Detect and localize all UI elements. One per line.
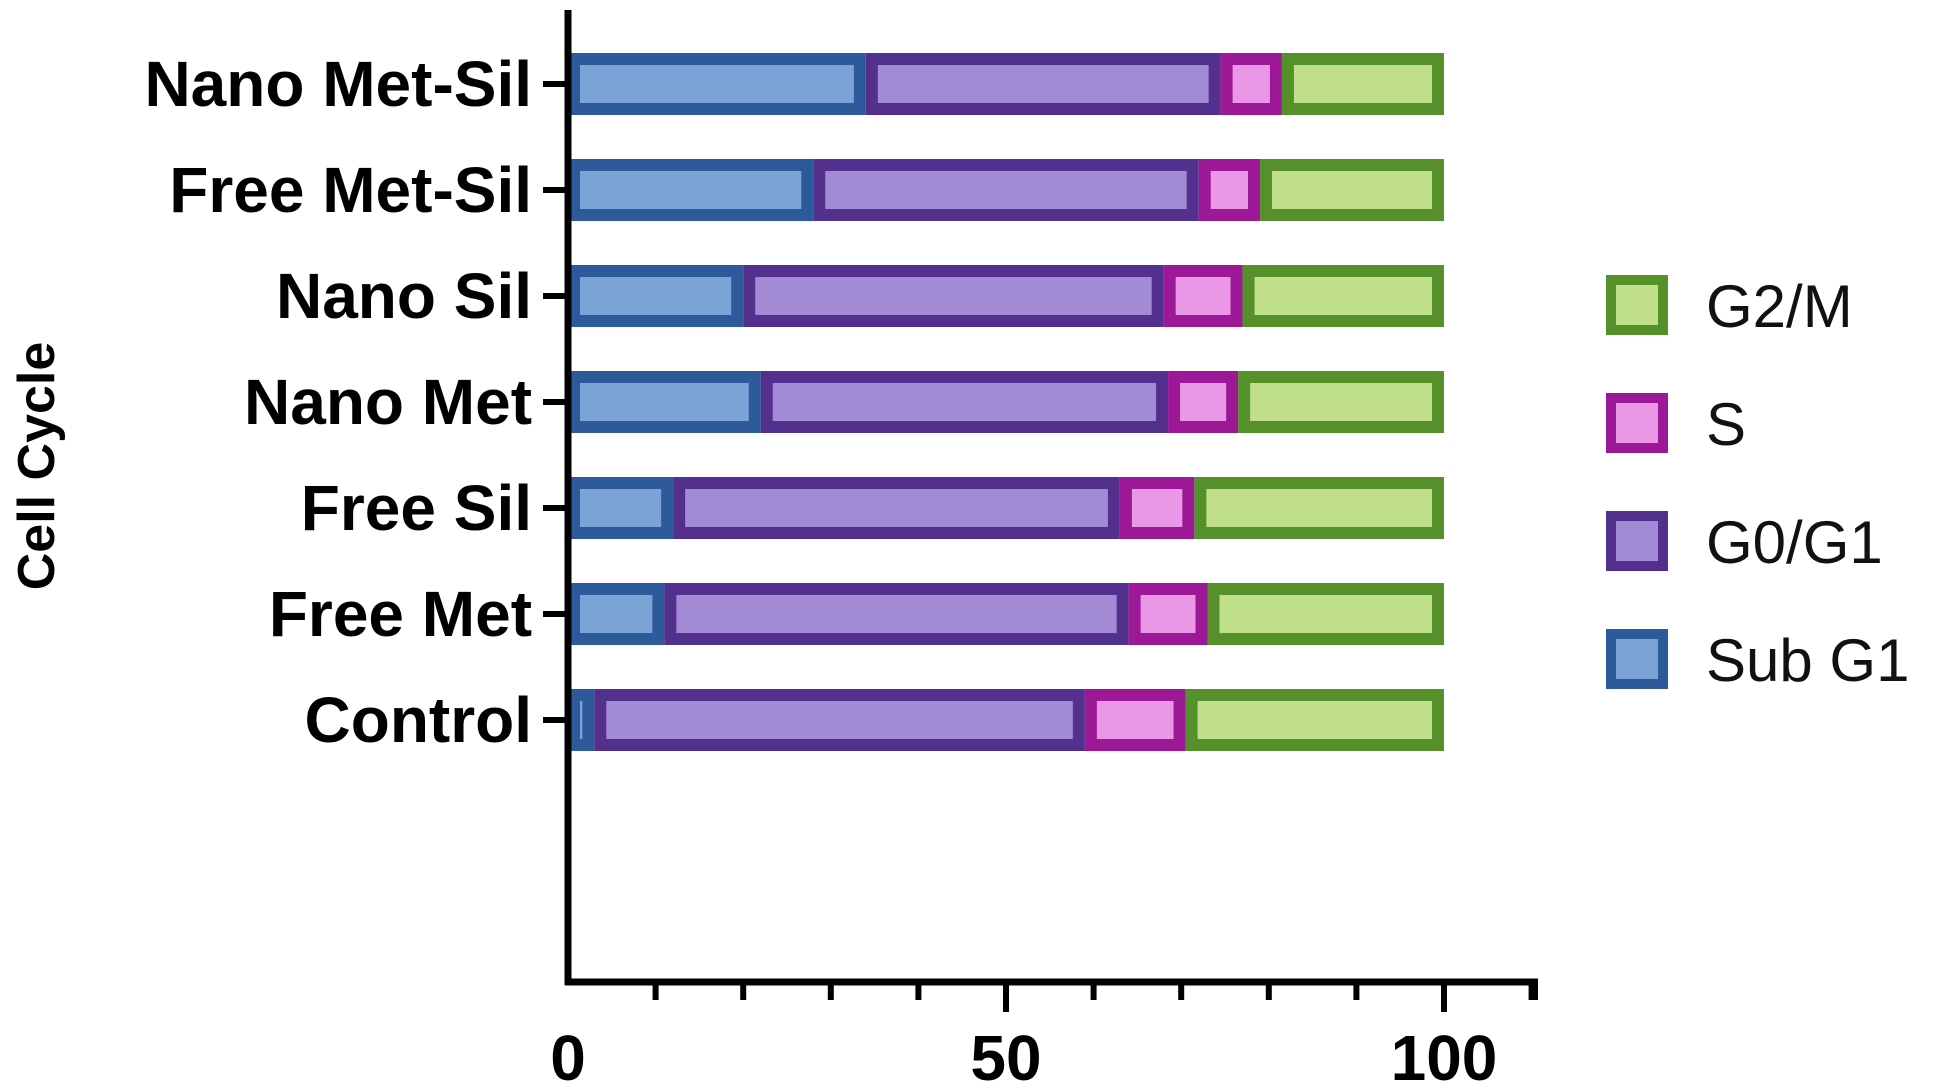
legend-label-g2-m: G2/M bbox=[1706, 273, 1853, 340]
category-label-control: Control bbox=[305, 684, 533, 756]
bar-free-met-sil-s bbox=[1198, 159, 1261, 221]
bar-free-sil-s bbox=[1119, 477, 1195, 539]
bar-nano-sil-sub-g1 bbox=[568, 265, 744, 327]
bar-free-sil-g2-m bbox=[1194, 477, 1444, 539]
category-label-nano-met-sil: Nano Met-Sil bbox=[144, 48, 532, 120]
legend-swatch-g2-m bbox=[1606, 275, 1668, 335]
legend-label-sub-g1: Sub G1 bbox=[1706, 627, 1909, 694]
bar-free-met-s bbox=[1128, 583, 1208, 645]
bar-control-sub-g1 bbox=[568, 689, 595, 751]
bar-nano-met-g0-g1 bbox=[760, 371, 1169, 433]
bar-free-met-g2-m bbox=[1207, 583, 1444, 645]
category-label-nano-met: Nano Met bbox=[244, 366, 532, 438]
labels-layer: Control Free Met Free Sil Nano Met Nano Sil F… bbox=[144, 48, 1497, 1092]
bar-nano-sil-g2-m bbox=[1242, 265, 1445, 327]
bar-free-sil-g0-g1 bbox=[673, 477, 1120, 539]
legend-label-s: S bbox=[1706, 391, 1746, 458]
legend-swatch-s bbox=[1606, 393, 1668, 453]
bar-nano-sil-s bbox=[1163, 265, 1243, 327]
bar-free-sil-sub-g1 bbox=[568, 477, 674, 539]
x-tick-label-0: 0 bbox=[550, 1022, 586, 1092]
x-tick-label-100: 100 bbox=[1391, 1022, 1498, 1092]
x-tick-label-50: 50 bbox=[970, 1022, 1041, 1092]
bar-nano-met-sil-s bbox=[1220, 53, 1282, 115]
bar-control-s bbox=[1084, 689, 1186, 751]
bar-control-g2-m bbox=[1185, 689, 1444, 751]
legend: G2/M S G0/G1 Sub G1 bbox=[1606, 273, 1909, 694]
axes-layer bbox=[564, 10, 1538, 986]
bar-free-met-sil-sub-g1 bbox=[568, 159, 814, 221]
bar-nano-met-sub-g1 bbox=[568, 371, 761, 433]
bar-free-met-sil-g2-m bbox=[1260, 159, 1445, 221]
bar-nano-met-sil-g2-m bbox=[1281, 53, 1444, 115]
bars-layer bbox=[568, 53, 1445, 751]
legend-swatch-sub-g1 bbox=[1606, 629, 1668, 689]
category-label-free-sil: Free Sil bbox=[301, 472, 532, 544]
bar-control-g0-g1 bbox=[594, 689, 1085, 751]
bar-free-met-sil-g0-g1 bbox=[813, 159, 1199, 221]
bar-nano-sil-g0-g1 bbox=[743, 265, 1164, 327]
bar-nano-met-sil-sub-g1 bbox=[568, 53, 866, 115]
bar-nano-met-g2-m bbox=[1238, 371, 1445, 433]
legend-swatch-g0-g1 bbox=[1606, 511, 1668, 571]
category-label-free-met: Free Met bbox=[269, 578, 532, 650]
bar-nano-met-s bbox=[1168, 371, 1239, 433]
bar-nano-met-sil-g0-g1 bbox=[865, 53, 1221, 115]
bar-free-met-sub-g1 bbox=[568, 583, 665, 645]
category-label-nano-sil: Nano Sil bbox=[276, 260, 532, 332]
ticks-layer bbox=[543, 81, 1538, 1012]
y-axis-title: Cell Cycle bbox=[8, 342, 66, 591]
category-label-free-met-sil: Free Met-Sil bbox=[169, 154, 532, 226]
bar-free-met-g0-g1 bbox=[664, 583, 1129, 645]
legend-label-g0-g1: G0/G1 bbox=[1706, 509, 1883, 576]
